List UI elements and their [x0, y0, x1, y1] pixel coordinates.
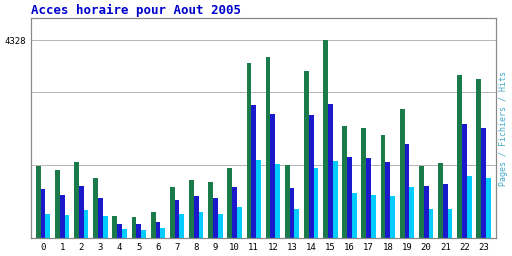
Bar [103, 216, 108, 238]
Bar [285, 165, 290, 238]
Bar [481, 128, 486, 238]
Bar [74, 163, 79, 238]
Bar [208, 182, 213, 238]
Bar [366, 158, 371, 238]
Bar [486, 178, 491, 238]
Bar [410, 187, 414, 238]
Bar [333, 161, 337, 238]
Y-axis label: Pages / Fichiers / Hits: Pages / Fichiers / Hits [499, 71, 508, 186]
Bar [309, 115, 313, 238]
Bar [132, 217, 136, 238]
Bar [467, 176, 472, 238]
Bar [361, 128, 366, 238]
Bar [189, 180, 194, 238]
Bar [270, 114, 275, 238]
Bar [170, 187, 175, 238]
Text: Acces horaire pour Aout 2005: Acces horaire pour Aout 2005 [31, 4, 241, 17]
Bar [227, 167, 232, 238]
Bar [237, 207, 242, 238]
Bar [313, 167, 318, 238]
Bar [156, 221, 160, 238]
Bar [400, 109, 404, 238]
Bar [46, 214, 50, 238]
Bar [36, 166, 40, 238]
Bar [175, 200, 180, 238]
Bar [462, 124, 467, 238]
Bar [79, 186, 83, 238]
Bar [304, 71, 309, 238]
Bar [352, 193, 357, 238]
Bar [213, 198, 218, 238]
Bar [275, 164, 280, 238]
Bar [419, 166, 424, 238]
Bar [151, 212, 156, 238]
Bar [40, 189, 46, 238]
Bar [136, 224, 141, 238]
Bar [404, 144, 410, 238]
Bar [390, 196, 395, 238]
Bar [457, 75, 462, 238]
Bar [443, 185, 447, 238]
Bar [113, 216, 117, 238]
Bar [328, 104, 333, 238]
Bar [55, 170, 60, 238]
Bar [122, 229, 127, 238]
Bar [266, 57, 270, 238]
Bar [199, 212, 203, 238]
Bar [141, 230, 146, 238]
Bar [256, 160, 261, 238]
Bar [343, 126, 347, 238]
Bar [438, 163, 443, 238]
Bar [117, 224, 122, 238]
Bar [386, 162, 390, 238]
Bar [290, 188, 294, 238]
Bar [380, 135, 386, 238]
Bar [93, 178, 98, 238]
Bar [194, 196, 199, 238]
Bar [60, 195, 65, 238]
Bar [347, 157, 352, 238]
Bar [294, 209, 299, 238]
Bar [477, 79, 481, 238]
Bar [98, 198, 103, 238]
Bar [371, 195, 376, 238]
Bar [232, 187, 237, 238]
Bar [447, 209, 453, 238]
Bar [65, 215, 69, 238]
Bar [218, 214, 223, 238]
Bar [429, 209, 433, 238]
Bar [83, 210, 89, 238]
Bar [247, 63, 251, 238]
Bar [424, 186, 429, 238]
Bar [160, 228, 165, 238]
Bar [251, 105, 256, 238]
Bar [323, 40, 328, 238]
Bar [180, 214, 184, 238]
